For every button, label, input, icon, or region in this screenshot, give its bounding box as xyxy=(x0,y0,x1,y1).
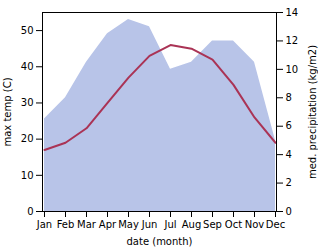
svg-text:10: 10 xyxy=(286,64,299,75)
svg-text:Feb: Feb xyxy=(57,219,75,230)
svg-text:30: 30 xyxy=(21,97,34,108)
svg-text:Jun: Jun xyxy=(141,219,158,230)
svg-text:0: 0 xyxy=(27,206,33,217)
svg-text:date (month): date (month) xyxy=(127,236,193,247)
svg-text:0: 0 xyxy=(286,206,292,217)
svg-text:8: 8 xyxy=(286,92,292,103)
svg-text:Apr: Apr xyxy=(99,219,117,230)
svg-text:max temp (C): max temp (C) xyxy=(2,77,13,146)
svg-text:Jan: Jan xyxy=(36,219,52,230)
svg-text:10: 10 xyxy=(21,170,34,181)
svg-text:Aug: Aug xyxy=(182,219,202,230)
svg-text:med. precipitation (kg/m2): med. precipitation (kg/m2) xyxy=(307,45,318,179)
svg-text:Nov: Nov xyxy=(245,219,265,230)
svg-text:Dec: Dec xyxy=(266,219,285,230)
svg-text:Jul: Jul xyxy=(163,219,176,230)
svg-text:4: 4 xyxy=(286,149,292,160)
svg-text:50: 50 xyxy=(21,25,34,36)
svg-text:Sep: Sep xyxy=(203,219,222,230)
svg-text:40: 40 xyxy=(21,61,34,72)
svg-text:2: 2 xyxy=(286,177,292,188)
svg-text:14: 14 xyxy=(286,7,299,18)
svg-text:12: 12 xyxy=(286,35,299,46)
svg-text:Oct: Oct xyxy=(225,219,242,230)
svg-text:6: 6 xyxy=(286,120,292,131)
svg-text:May: May xyxy=(118,219,139,230)
svg-text:Mar: Mar xyxy=(77,219,97,230)
svg-text:20: 20 xyxy=(21,133,34,144)
